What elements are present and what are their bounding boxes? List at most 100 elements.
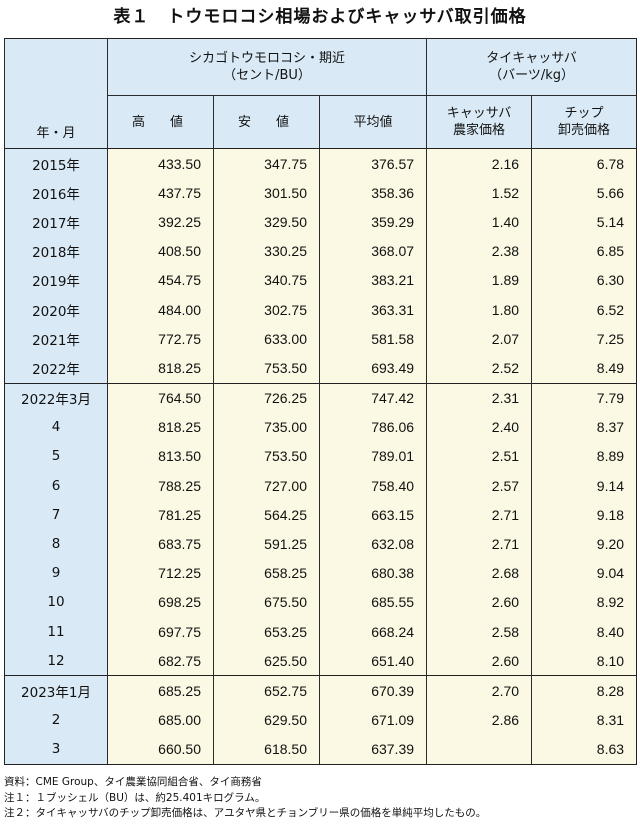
high-value: 772.75 (107, 324, 214, 354)
avg-value: 581.58 (318, 324, 428, 354)
high-value: 392.25 (107, 207, 214, 237)
row-label: 2021年 (4, 324, 108, 354)
farm-price-header-line1: キャッサバ (446, 106, 512, 121)
avg-value: 747.42 (318, 382, 428, 413)
table-row: 2020年 484.00 302.75 363.31 1.80 6.52 (4, 294, 638, 325)
row-label: 2018年 (4, 236, 108, 266)
low-value: 653.25 (213, 617, 320, 647)
footnotes: 資料：CME Group、タイ農業協同組合省、タイ商務省 注１：１ブッシェル（B… (4, 775, 636, 822)
farm-price-value: 2.07 (426, 324, 533, 354)
row-label: 9 (4, 558, 108, 588)
row-label: 2022年3月 (4, 382, 108, 413)
table-title: 表１ トウモロコシ相場およびキャッサバ取引価格 (113, 7, 527, 27)
low-value: 301.50 (213, 178, 320, 208)
corn-group-title: シカゴトウモロコシ・期近 (189, 51, 346, 66)
low-value: 726.25 (213, 382, 320, 413)
note-1: 注１：１ブッシェル（BU）は、約25.401キログラム。 (4, 791, 266, 804)
low-value: 633.00 (213, 324, 320, 354)
farm-price-value: 1.80 (426, 294, 533, 325)
high-value: 698.25 (107, 587, 214, 617)
high-value: 682.75 (107, 646, 214, 676)
high-value: 764.50 (107, 382, 214, 413)
table-row: 2019年 454.75 340.75 383.21 1.89 6.30 (4, 265, 638, 295)
farm-price-value: 2.71 (426, 500, 533, 530)
low-value: 625.50 (213, 646, 320, 676)
high-value: 697.75 (107, 617, 214, 647)
high-value: 685.00 (107, 705, 214, 735)
low-value: 629.50 (213, 705, 320, 735)
table-row: 2021年 772.75 633.00 581.58 2.07 7.25 (4, 324, 638, 354)
row-label: 8 (4, 529, 108, 559)
chip-price-value: 8.49 (531, 353, 638, 383)
row-label: 2015年 (4, 148, 108, 179)
avg-value: 789.01 (318, 441, 428, 472)
farm-price-value: 1.52 (426, 178, 533, 208)
chip-price-value: 7.79 (531, 382, 638, 413)
avg-value: 368.07 (318, 236, 428, 266)
high-value: 781.25 (107, 500, 214, 530)
chip-price-value: 8.89 (531, 441, 638, 472)
row-label: 2022年 (4, 353, 108, 383)
avg-value: 363.31 (318, 294, 428, 325)
low-value: 340.75 (213, 265, 320, 295)
high-value: 813.50 (107, 441, 214, 472)
low-value: 753.50 (213, 353, 320, 383)
high-value: 683.75 (107, 529, 214, 559)
table-body: 2015年 433.50 347.75 376.57 2.16 6.78 2016年 437.… (4, 148, 638, 765)
row-label: 12 (4, 646, 108, 676)
avg-value: 693.49 (318, 353, 428, 383)
row-label: 2 (4, 705, 108, 735)
chip-price-value: 8.40 (531, 617, 638, 647)
high-header: 高 値 (107, 95, 214, 149)
farm-price-value (426, 734, 533, 765)
avg-value: 671.09 (318, 705, 428, 735)
avg-value: 359.29 (318, 207, 428, 237)
table-row: 2 685.00 629.50 671.09 2.86 8.31 (4, 705, 638, 735)
farm-price-value: 1.40 (426, 207, 533, 237)
row-label: 2023年1月 (4, 675, 108, 706)
chip-price-value: 8.63 (531, 734, 638, 765)
farm-price-value: 1.89 (426, 265, 533, 295)
avg-value: 670.39 (318, 675, 428, 706)
avg-value: 758.40 (318, 471, 428, 501)
high-value: 818.25 (107, 353, 214, 383)
corn-group-header: シカゴトウモロコシ・期近 （セント/BU） (106, 38, 428, 96)
low-value: 330.25 (213, 236, 320, 266)
high-value: 660.50 (107, 734, 214, 765)
avg-value: 376.57 (318, 148, 428, 179)
high-value: 685.25 (107, 675, 214, 706)
avg-value: 663.15 (318, 500, 428, 530)
farm-price-value: 2.86 (426, 705, 533, 735)
table-row: 12 682.75 625.50 651.40 2.60 8.10 (4, 646, 638, 676)
table-row: 2017年 392.25 329.50 359.29 1.40 5.14 (4, 207, 638, 237)
row-label: 3 (4, 734, 108, 765)
low-value: 753.50 (213, 441, 320, 472)
farm-price-value: 2.52 (426, 353, 533, 383)
farm-price-value: 2.51 (426, 441, 533, 472)
avg-value: 651.40 (318, 646, 428, 676)
row-label: 11 (4, 617, 108, 647)
avg-value: 786.06 (318, 412, 428, 442)
avg-value: 358.36 (318, 178, 428, 208)
cassava-group-title: タイキャッサバ (486, 51, 577, 66)
table-row: 2023年1月 685.25 652.75 670.39 2.70 8.28 (4, 675, 638, 706)
farm-price-value: 2.31 (426, 382, 533, 413)
table-row: 6 788.25 727.00 758.40 2.57 9.14 (4, 471, 638, 501)
chip-price-header: チップ 卸売価格 (531, 95, 638, 149)
table-row: 5 813.50 753.50 789.01 2.51 8.89 (4, 441, 638, 472)
farm-price-value: 2.38 (426, 236, 533, 266)
chip-price-value: 9.18 (531, 500, 638, 530)
low-value: 675.50 (213, 587, 320, 617)
year-month-header: 年・月 (4, 38, 108, 149)
chip-price-value: 8.31 (531, 705, 638, 735)
low-value: 347.75 (213, 148, 320, 179)
row-label: 6 (4, 471, 108, 501)
farm-price-header-line2: 農家価格 (453, 123, 506, 138)
low-value: 658.25 (213, 558, 320, 588)
low-value: 727.00 (213, 471, 320, 501)
table-row: 2022年 818.25 753.50 693.49 2.52 8.49 (4, 353, 638, 383)
table-row: 11 697.75 653.25 668.24 2.58 8.40 (4, 617, 638, 647)
row-label: 2020年 (4, 294, 108, 325)
table-row: 10 698.25 675.50 685.55 2.60 8.92 (4, 587, 638, 617)
farm-price-header: キャッサバ 農家価格 (426, 95, 533, 149)
